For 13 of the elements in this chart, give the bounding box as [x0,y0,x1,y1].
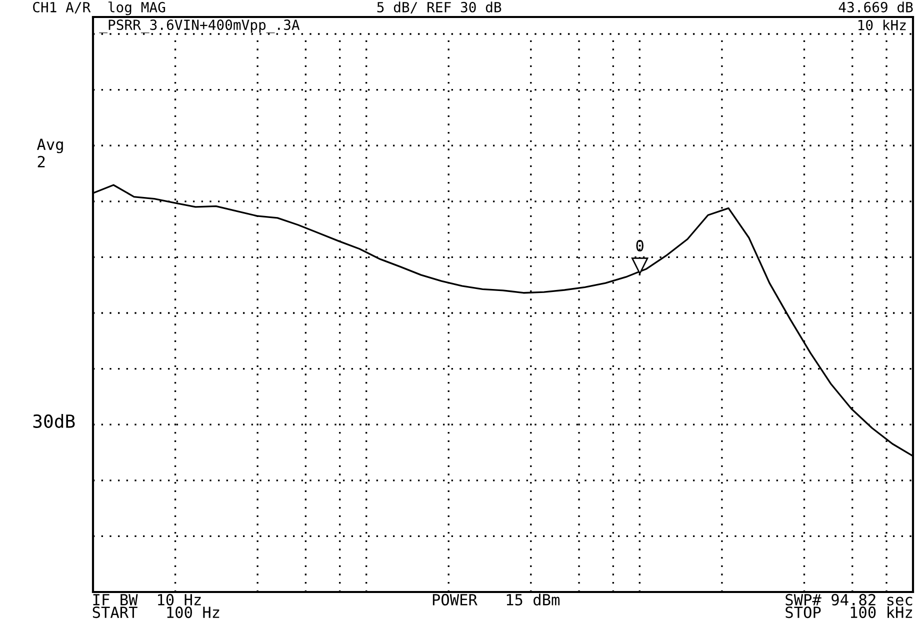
text: SWP# 94.82 sec [786,594,912,606]
text: _PSRR_3.6VIN+400mVpp_.3A [99,20,300,34]
text: IF BW 10 Hz [93,594,201,606]
text: START 100 Hz [92,606,220,618]
text: 5 dB/ REF 30 dB [377,2,502,14]
text: STOP 100 kHz [786,606,912,618]
text: 43.669 dB [838,2,913,12]
text: CH1 A/R log MAG [33,2,166,16]
text: 30dB [33,414,75,428]
text: POWER 15 dBm [432,594,560,606]
annotation: 0 [636,240,644,252]
text: 10 kHz [858,20,906,30]
text: Avg 2 [36,138,63,168]
